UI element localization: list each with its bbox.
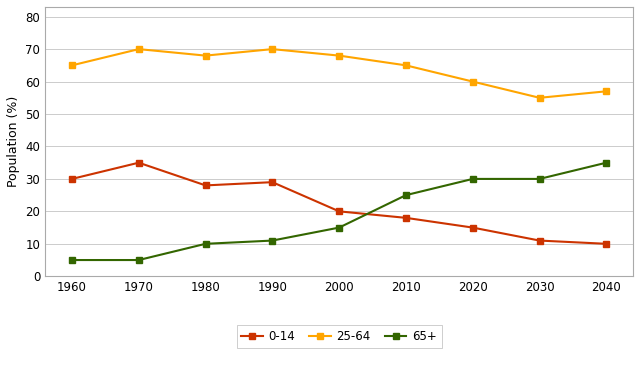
Line: 0-14: 0-14	[69, 160, 609, 247]
25-64	[402, 63, 410, 68]
65+	[335, 225, 343, 230]
0-14	[269, 180, 276, 185]
25-64	[469, 79, 477, 84]
65+	[602, 160, 610, 165]
Legend: 0-14, 25-64, 65+: 0-14, 25-64, 65+	[237, 325, 442, 348]
65+	[469, 177, 477, 181]
25-64	[135, 47, 143, 52]
25-64	[269, 47, 276, 52]
0-14	[135, 160, 143, 165]
0-14	[602, 242, 610, 246]
0-14	[202, 183, 209, 188]
0-14	[402, 215, 410, 220]
65+	[202, 242, 209, 246]
0-14	[68, 177, 76, 181]
65+	[269, 238, 276, 243]
0-14	[536, 238, 543, 243]
Y-axis label: Population (%): Population (%)	[7, 96, 20, 187]
65+	[536, 177, 543, 181]
25-64	[602, 89, 610, 94]
Line: 65+: 65+	[69, 160, 609, 263]
25-64	[536, 95, 543, 100]
65+	[135, 258, 143, 262]
Line: 25-64: 25-64	[69, 46, 609, 101]
0-14	[469, 225, 477, 230]
0-14	[335, 209, 343, 214]
25-64	[68, 63, 76, 68]
25-64	[335, 53, 343, 58]
65+	[402, 193, 410, 197]
25-64	[202, 53, 209, 58]
65+	[68, 258, 76, 262]
